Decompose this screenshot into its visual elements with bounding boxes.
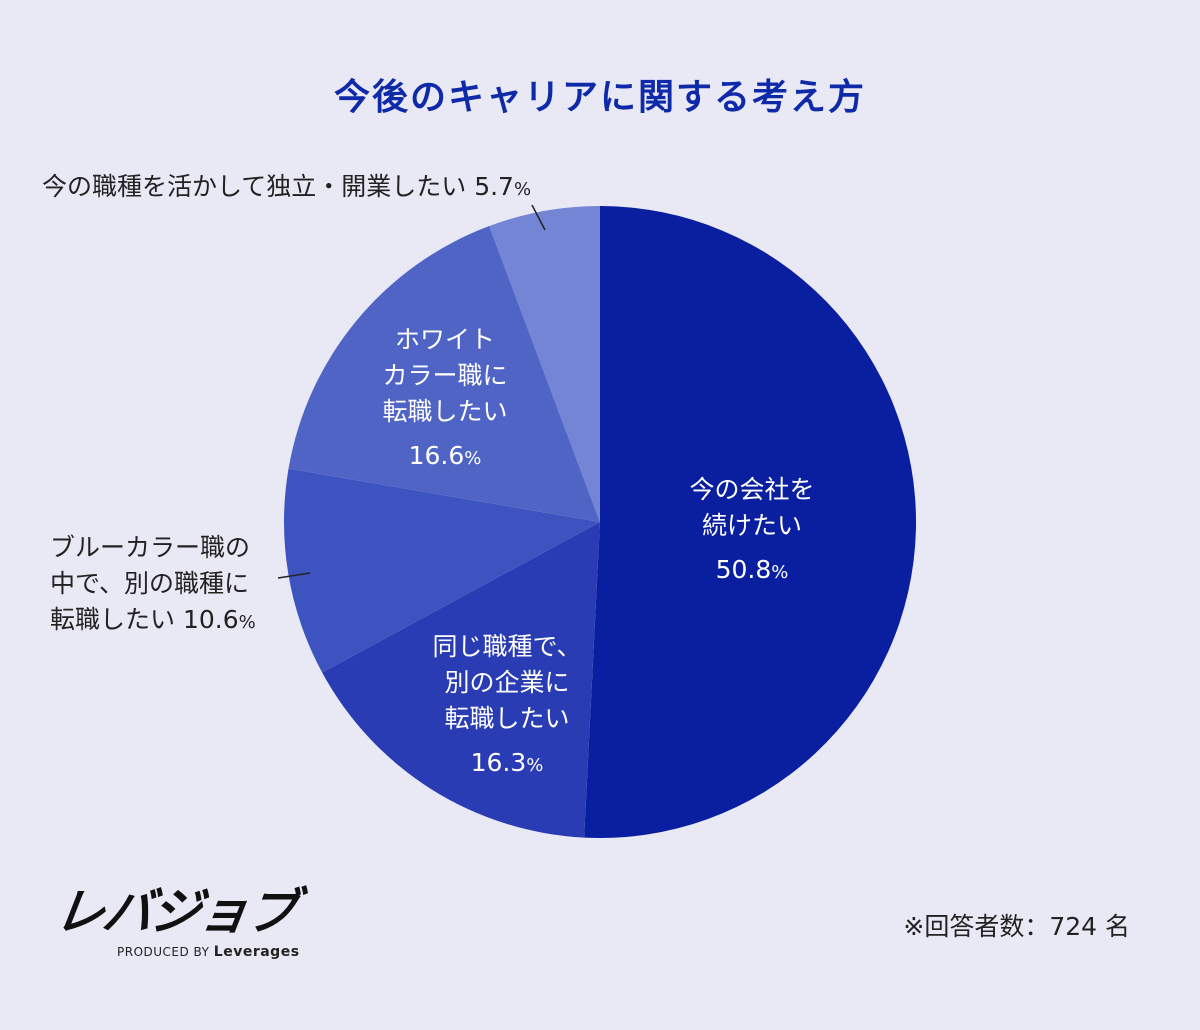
slice-label-5: 今の職種を活かして独立・開業したい 5.7% [42,172,531,201]
slice-label-3: ブルーカラー職の中で、別の職種に転職したい 10.6% [50,533,256,634]
brand-logo-text: レバジョブ [50,883,300,941]
pie-slice-4 [288,226,600,523]
slice-label-4: ホワイトカラー職に転職したい [382,325,507,426]
slice-label-2: 同じ職種で、別の企業に転職したい [432,632,581,733]
pie-slice-2 [322,522,600,838]
slice-label-1: 今の会社を続けたい [689,475,814,540]
chart-title: 今後のキャリアに関する考え方 [333,77,866,118]
slice-value-2: 16.3% [471,748,544,777]
slice-value-1: 50.8% [716,555,789,584]
pie-slice-5 [489,206,600,522]
brand-logo: レバジョブ PRODUCED BY Leverages [51,882,315,960]
company-name: Leverages [213,944,300,960]
brand-produced-by: PRODUCED BY Leverages [117,944,315,960]
produced-by-label: PRODUCED BY [117,945,210,959]
leader-line-5 [531,204,546,231]
slice-value-4: 16.6% [409,441,482,470]
pie-slice-1 [584,205,917,838]
pie-slice-3 [284,468,600,673]
leader-line-3 [277,572,311,579]
respondents-note: ※回答者数：724 名 [903,912,1130,941]
